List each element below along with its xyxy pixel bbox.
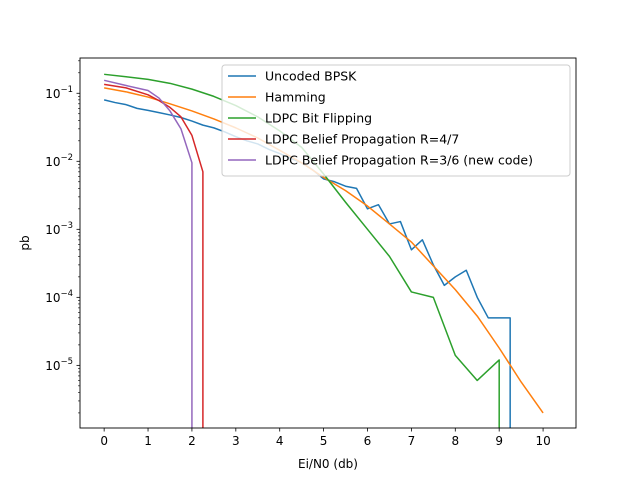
legend: Uncoded BPSK Hamming LDPC Bit Flipping LDPC…: [221, 64, 571, 177]
x-tick-label: 8: [451, 434, 459, 448]
x-tick-label: 6: [364, 434, 372, 448]
x-tick-label: 3: [232, 434, 240, 448]
legend-label-3: LDPC Bit Flipping: [265, 111, 372, 126]
y-tick-label: 10−1: [45, 85, 73, 101]
x-axis-label: Ei/N0 (db): [298, 457, 358, 471]
x-tick-label: 4: [276, 434, 284, 448]
y-axis: 10−1 10−2 10−3 10−4 10−5: [45, 60, 80, 414]
y-tick-label: 10−5: [45, 357, 73, 373]
legend-box: [221, 64, 571, 177]
x-tick-label: 10: [535, 434, 550, 448]
x-tick-label: 0: [100, 434, 108, 448]
plot-frame: [79, 57, 577, 429]
x-axis: 0 1 2 3 4 5 6 7 8 9 10: [100, 428, 551, 448]
legend-label-5: LDPC Belief Propagation R=3/6 (new code): [265, 153, 533, 168]
y-tick-label: 10−2: [45, 153, 73, 169]
series-line-4: [104, 83, 204, 428]
legend-label-4: LDPC Belief Propagation R=4/7: [265, 132, 459, 147]
legend-label-1: Uncoded BPSK: [265, 69, 357, 84]
series-line-5: [103, 79, 193, 428]
legend-label-2: Hamming: [265, 90, 326, 105]
y-tick-label: 10−4: [45, 289, 73, 305]
y-axis-label: pb: [18, 235, 32, 250]
x-tick-label: 5: [320, 434, 328, 448]
x-tick-label: 1: [144, 434, 152, 448]
x-tick-label: 2: [188, 434, 196, 448]
x-tick-label: 9: [495, 434, 503, 448]
series-line-2: [104, 87, 544, 414]
x-tick-label: 7: [408, 434, 416, 448]
y-tick-label: 10−3: [45, 221, 73, 237]
